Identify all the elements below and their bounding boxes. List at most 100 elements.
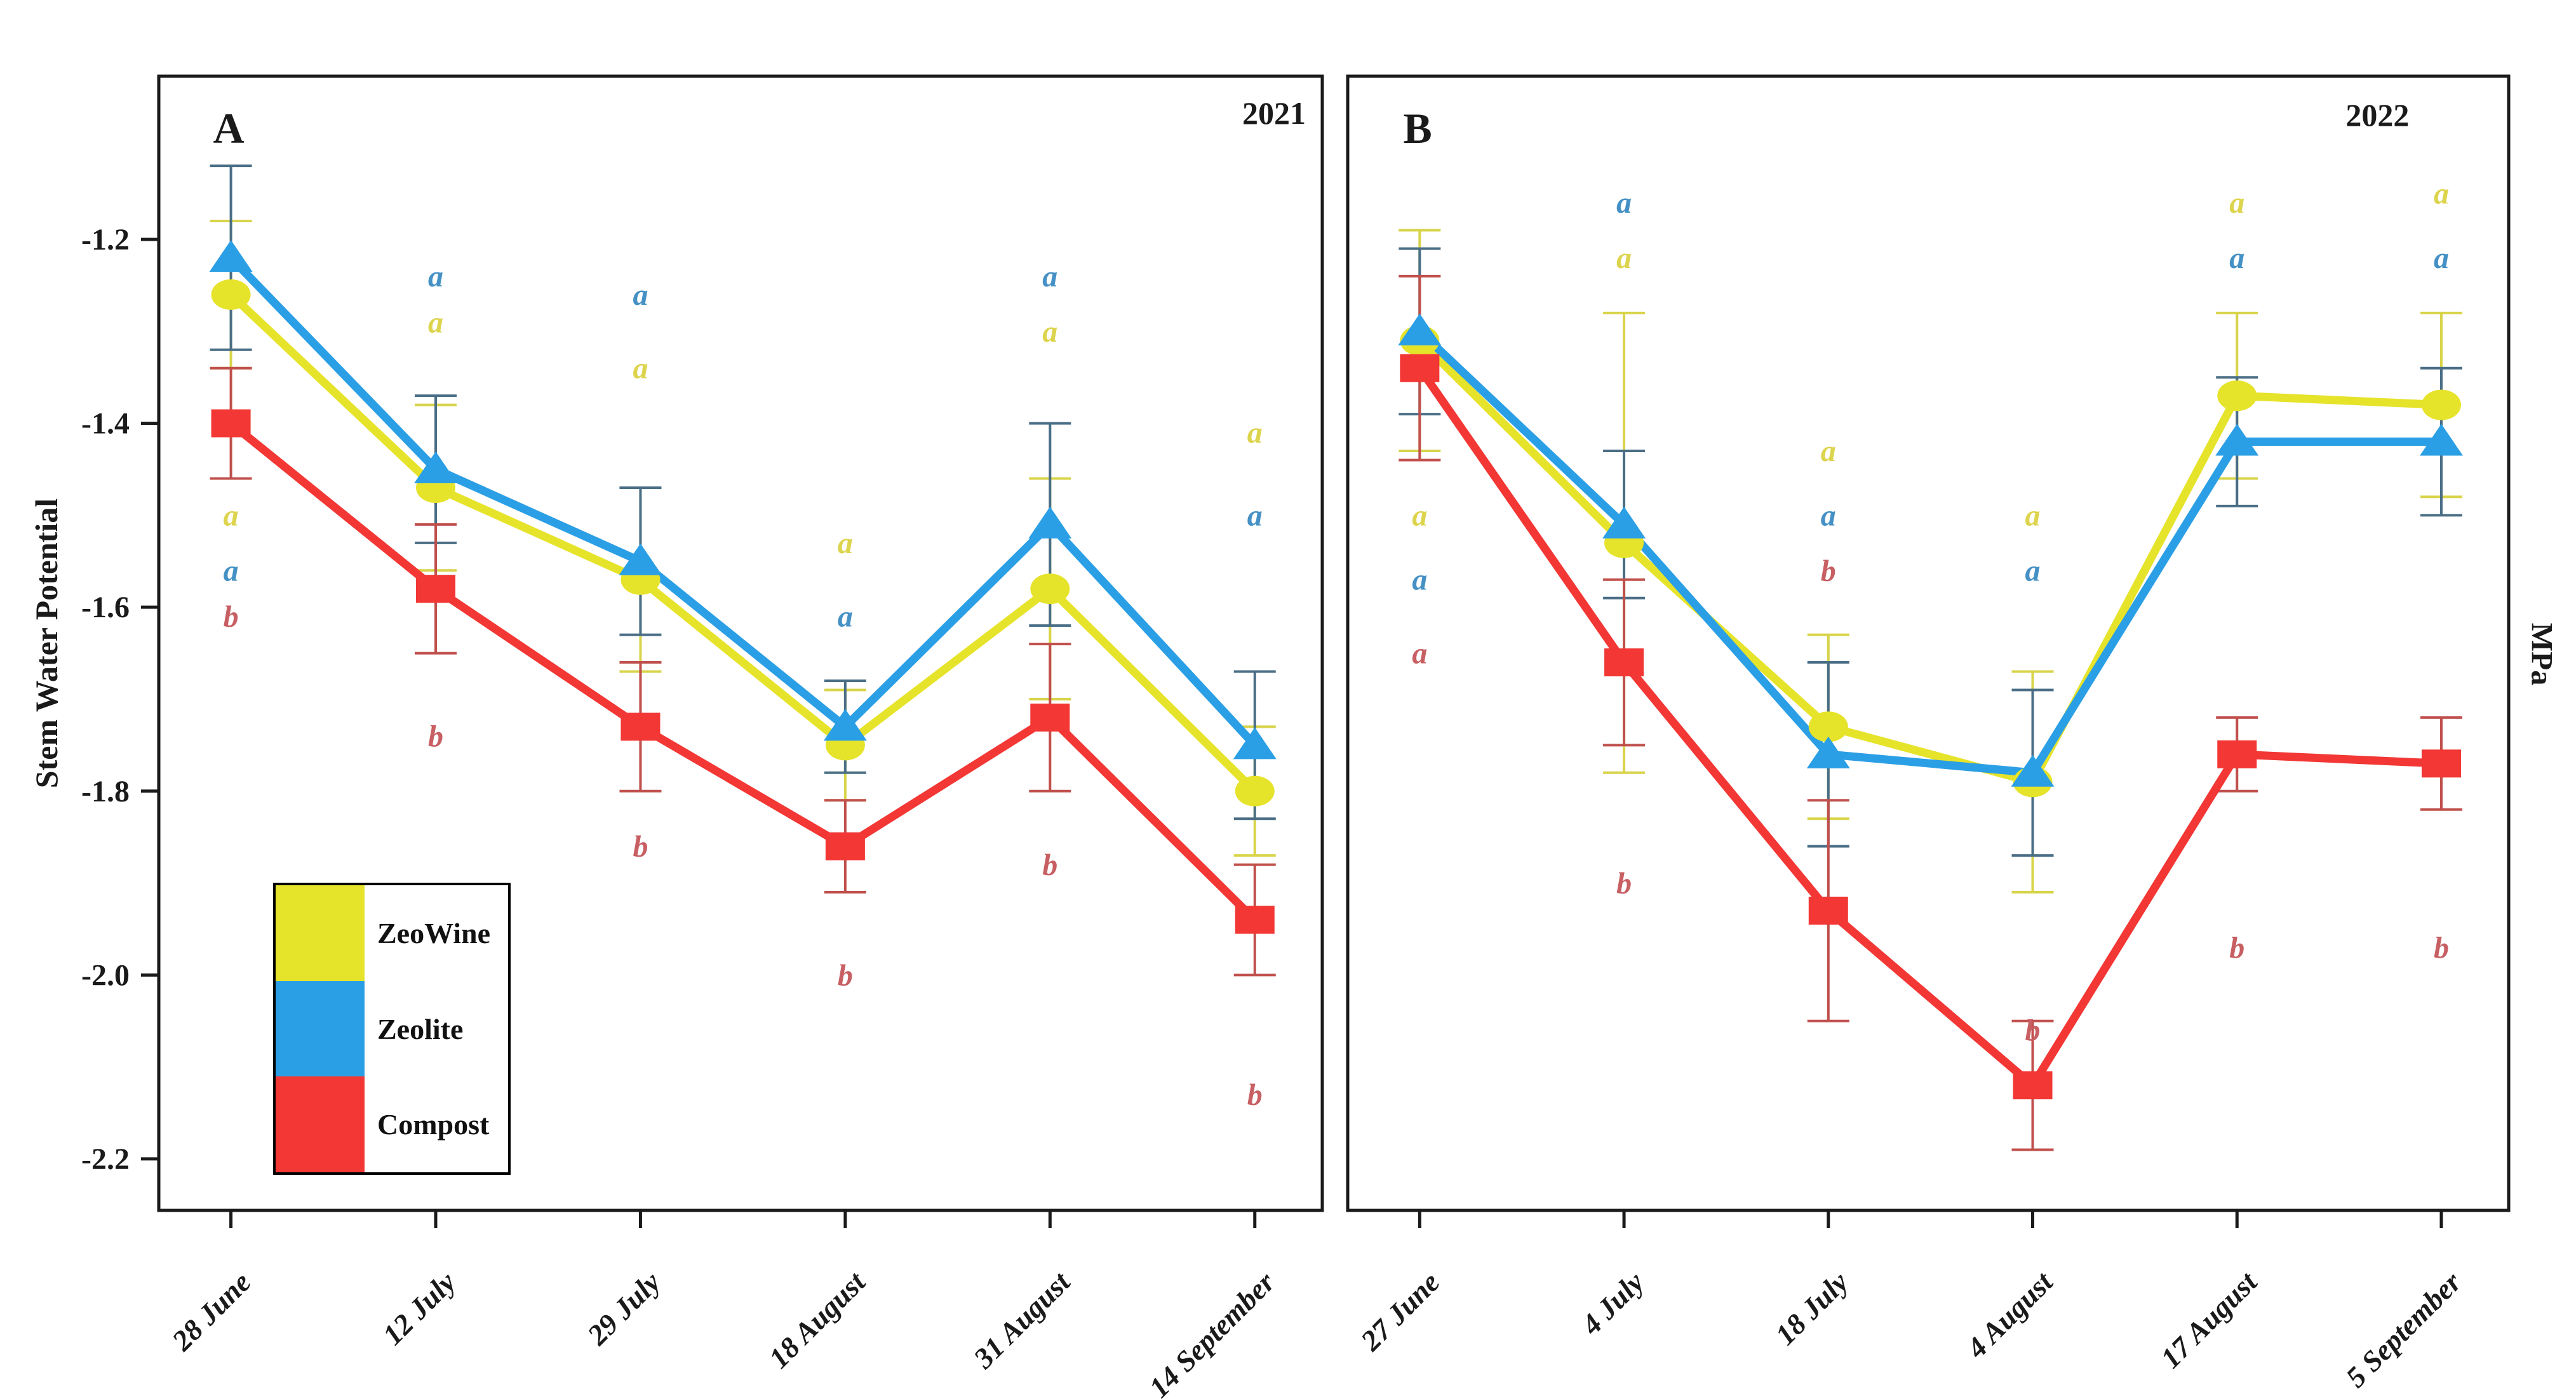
data-point-zeolite xyxy=(414,451,458,483)
y-tick-label: -1.4 xyxy=(81,407,130,441)
data-point-compost xyxy=(1030,703,1070,732)
x-tick-label: 28 June xyxy=(165,1266,257,1357)
legend-label-compost: Compost xyxy=(377,1108,490,1141)
significance-letter-zeowine: a xyxy=(428,305,443,339)
significance-letter-zeowine: a xyxy=(1042,315,1057,349)
zeolite-swatch xyxy=(276,981,365,1077)
x-tick-label: 31 August xyxy=(967,1265,1077,1375)
significance-letter-zeolite: a xyxy=(1412,563,1427,597)
significance-letter-compost: a xyxy=(1412,637,1427,671)
series-line-zeolite xyxy=(227,253,1259,749)
x-tick-label: 12 July xyxy=(377,1266,462,1351)
significance-letter-zeowine: a xyxy=(2229,186,2244,220)
data-point-compost xyxy=(1604,648,1644,677)
significance-letter-compost: b xyxy=(2434,931,2449,965)
x-tick-label: 27 June xyxy=(1354,1266,1446,1357)
significance-letter-compost: b xyxy=(224,600,239,634)
significance-letter-zeowine: a xyxy=(633,352,648,385)
significance-letter-compost: b xyxy=(1616,867,1632,900)
significance-letter-compost: b xyxy=(1247,1078,1263,1112)
significance-letter-zeolite: a xyxy=(2025,554,2041,587)
significance-letter-zeowine: a xyxy=(1616,241,1632,275)
significance-letter-compost: b xyxy=(838,958,853,992)
significance-letter-zeolite: a xyxy=(633,278,648,312)
data-point-zeolite xyxy=(823,709,867,741)
data-point-zeolite xyxy=(1028,506,1072,539)
significance-letter-compost: b xyxy=(1821,554,1836,587)
panel-label-B: B xyxy=(1403,104,1432,152)
significance-letter-zeowine: a xyxy=(2025,499,2041,532)
data-point-zeolite xyxy=(209,239,253,272)
significance-letter-zeolite: a xyxy=(428,260,443,293)
significance-letter-zeowine: a xyxy=(1412,499,1427,532)
zeowine-swatch xyxy=(276,885,365,981)
significance-letter-zeolite: a xyxy=(1616,186,1632,220)
significance-letter-compost: b xyxy=(1042,848,1057,882)
legend-item-zeolite: Zeolite xyxy=(276,981,508,1077)
significance-letter-compost: b xyxy=(633,830,648,864)
significance-letter-compost: b xyxy=(2025,1014,2041,1047)
compost-swatch xyxy=(276,1076,365,1173)
legend-box: ZeoWine Zeolite Compost xyxy=(273,883,511,1175)
y-tick-label: -2.0 xyxy=(81,958,130,992)
data-point-zeowine xyxy=(211,279,251,310)
x-tick-label: 4 July xyxy=(1574,1266,1650,1341)
panel-label-A: A xyxy=(213,104,244,152)
series-line-zeowine xyxy=(227,290,1259,796)
data-point-zeowine xyxy=(1808,711,1848,742)
significance-letter-compost: b xyxy=(428,720,443,753)
legend-label-zeowine: ZeoWine xyxy=(377,916,491,949)
data-point-zeolite xyxy=(1806,736,1850,768)
significance-letter-zeolite: a xyxy=(1042,260,1057,293)
year-label: 2021 xyxy=(1242,95,1306,131)
x-tick-label: 14 September xyxy=(1143,1265,1281,1399)
legend-item-zeowine: ZeoWine xyxy=(276,885,508,981)
y-tick-label: -1.8 xyxy=(81,775,130,808)
series-line-zeolite xyxy=(1415,327,2446,777)
data-point-compost xyxy=(2421,749,2461,778)
x-tick-label: 18 August xyxy=(763,1265,872,1374)
legend-item-compost: Compost xyxy=(276,1076,508,1173)
data-point-zeowine xyxy=(2217,380,2257,412)
data-point-zeolite xyxy=(1602,506,1646,539)
data-point-compost xyxy=(2217,740,2257,768)
significance-letter-zeolite: a xyxy=(2434,241,2449,275)
significance-letter-zeolite: a xyxy=(224,554,239,587)
data-point-compost xyxy=(211,409,251,438)
data-point-compost xyxy=(1400,354,1440,382)
series-line-zeowine xyxy=(1415,336,2446,786)
significance-letter-zeolite: a xyxy=(838,600,853,634)
data-point-zeolite xyxy=(2419,424,2463,456)
significance-letter-zeowine: a xyxy=(1821,434,1836,468)
y-axis-label: Stem Water Potential xyxy=(29,498,64,789)
data-point-compost xyxy=(2013,1071,2053,1100)
data-point-zeowine xyxy=(2421,389,2461,420)
x-tick-label: 29 July xyxy=(580,1266,667,1352)
data-point-zeolite xyxy=(2011,754,2055,787)
x-tick-label: 4 August xyxy=(1960,1265,2060,1365)
data-point-zeolite xyxy=(619,543,662,575)
panel-A-border xyxy=(157,74,1324,1212)
significance-letter-zeowine: a xyxy=(838,526,853,560)
x-tick-label: 17 August xyxy=(2154,1265,2264,1374)
significance-letter-zeowine: a xyxy=(1247,416,1263,450)
data-point-compost xyxy=(1808,896,1848,925)
data-point-zeolite xyxy=(1398,313,1442,345)
y-tick-label: -1.2 xyxy=(81,223,130,257)
x-tick-label: 5 September xyxy=(2340,1265,2468,1393)
significance-letter-zeolite: a xyxy=(1821,499,1836,532)
data-point-compost xyxy=(416,575,456,603)
series-line-compost xyxy=(227,419,1259,924)
significance-letter-zeolite: a xyxy=(2229,241,2244,275)
x-tick-label: 18 July xyxy=(1769,1266,1855,1351)
data-point-zeowine xyxy=(1235,775,1275,807)
significance-letter-compost: b xyxy=(2229,931,2244,965)
data-point-compost xyxy=(621,713,661,741)
data-point-zeowine xyxy=(1030,573,1070,605)
data-point-zeolite xyxy=(1233,727,1277,760)
series-line-compost xyxy=(1415,364,2446,1090)
data-point-compost xyxy=(825,832,865,860)
data-point-compost xyxy=(1235,906,1275,934)
